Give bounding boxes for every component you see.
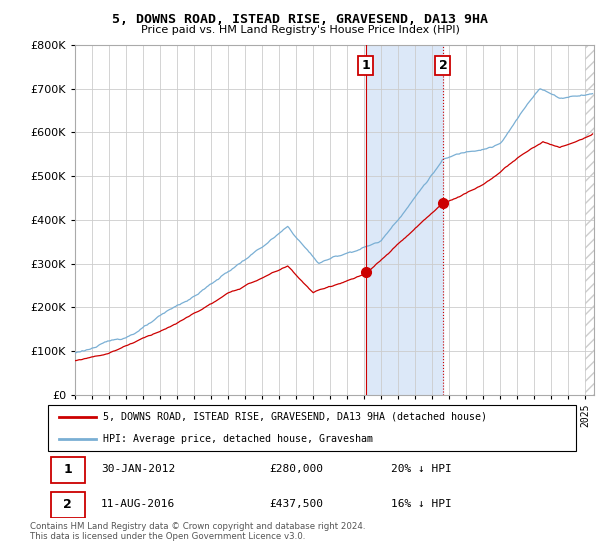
Text: £280,000: £280,000 (270, 464, 324, 474)
Text: 2: 2 (439, 59, 447, 72)
Bar (365, 45, 443, 395)
Text: 5, DOWNS ROAD, ISTEAD RISE, GRAVESEND, DA13 9HA: 5, DOWNS ROAD, ISTEAD RISE, GRAVESEND, D… (112, 13, 488, 26)
Bar (586, 45, 594, 395)
Text: Contains HM Land Registry data © Crown copyright and database right 2024.
This d: Contains HM Land Registry data © Crown c… (30, 522, 365, 542)
Text: 20% ↓ HPI: 20% ↓ HPI (391, 464, 452, 474)
Text: 1: 1 (63, 463, 72, 475)
FancyBboxPatch shape (48, 405, 576, 451)
Text: 16% ↓ HPI: 16% ↓ HPI (391, 499, 452, 509)
Bar (586, 45, 594, 395)
Text: 11-AUG-2016: 11-AUG-2016 (101, 499, 175, 509)
Text: HPI: Average price, detached house, Gravesham: HPI: Average price, detached house, Grav… (103, 434, 373, 444)
Text: £437,500: £437,500 (270, 499, 324, 509)
Text: 5, DOWNS ROAD, ISTEAD RISE, GRAVESEND, DA13 9HA (detached house): 5, DOWNS ROAD, ISTEAD RISE, GRAVESEND, D… (103, 412, 487, 422)
FancyBboxPatch shape (50, 456, 85, 483)
FancyBboxPatch shape (50, 492, 85, 518)
Text: 2: 2 (63, 498, 72, 511)
Text: 30-JAN-2012: 30-JAN-2012 (101, 464, 175, 474)
Text: 1: 1 (361, 59, 370, 72)
Text: Price paid vs. HM Land Registry's House Price Index (HPI): Price paid vs. HM Land Registry's House … (140, 25, 460, 35)
